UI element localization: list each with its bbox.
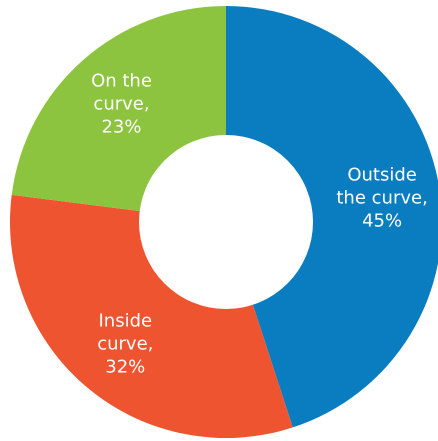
slice-label-0-line-2: 45%	[362, 210, 402, 231]
slice-label-0-line-1: the curve,	[336, 187, 427, 208]
slice-label-0: Outside the curve, 45%	[336, 164, 427, 231]
slice-label-1: Inside curve, 32%	[97, 311, 153, 378]
slice-label-2-line-2: 23%	[101, 117, 141, 138]
slice-label-1-line-1: curve,	[97, 334, 153, 355]
donut-slice-0	[226, 6, 438, 428]
labels-layer: Outside the curve, 45%Inside curve, 32%On th…	[91, 71, 428, 378]
donut-hole	[139, 135, 313, 309]
slice-label-0-line-0: Outside	[347, 164, 417, 185]
slice-label-2: On the curve, 23%	[91, 71, 152, 138]
slice-label-2-line-0: On the	[91, 71, 152, 92]
slice-label-1-line-0: Inside	[98, 311, 152, 332]
slice-label-1-line-2: 32%	[105, 357, 145, 378]
slice-label-2-line-1: curve,	[93, 94, 149, 115]
